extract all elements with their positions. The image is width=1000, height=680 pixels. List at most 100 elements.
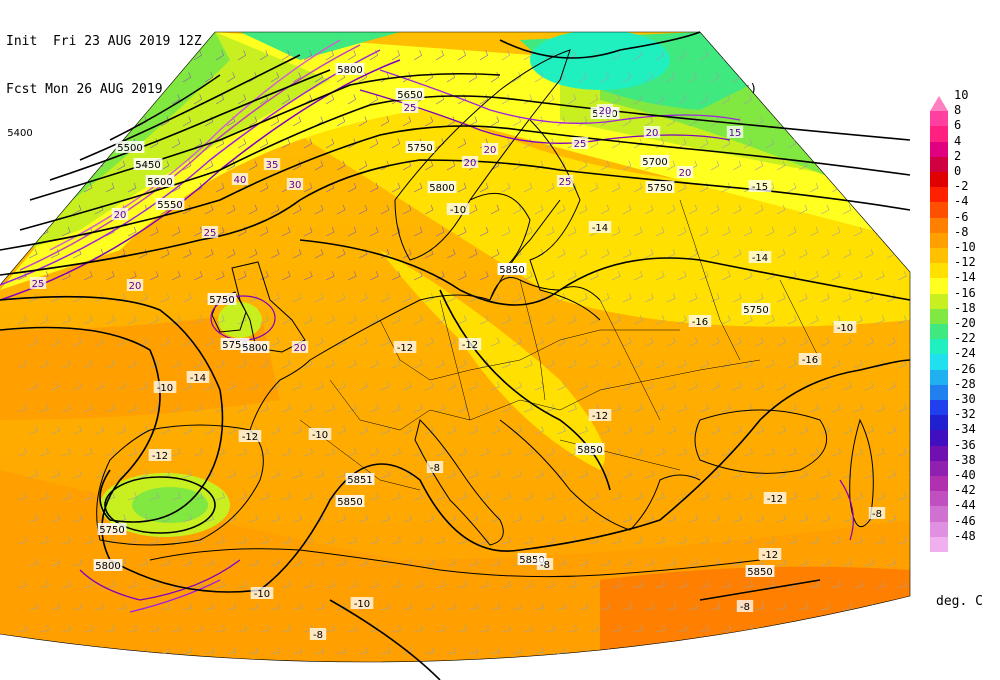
- wind-barb: [391, 580, 402, 589]
- wind-barb: [193, 492, 203, 501]
- contour-label-temp: -12: [242, 432, 258, 443]
- wind-barb: [853, 403, 863, 413]
- wind-barb: [864, 293, 874, 303]
- wind-barb: [534, 72, 544, 83]
- wind-barb: [831, 138, 841, 149]
- wind-barb: [644, 470, 654, 479]
- wind-barb: [292, 204, 302, 215]
- wind-barb: [248, 248, 258, 259]
- contour-label-wind: 25: [404, 103, 417, 114]
- wind-barb: [182, 248, 192, 259]
- contour-label-temp: -15: [752, 182, 768, 193]
- wind-barb: [754, 204, 764, 215]
- wind-barb: [28, 602, 39, 611]
- wind-barb: [732, 514, 743, 523]
- wind-barb: [72, 72, 82, 83]
- wind-barb: [237, 315, 247, 325]
- wind-barb: [809, 536, 820, 545]
- wind-barb: [424, 425, 434, 435]
- wind-barb: [479, 580, 490, 589]
- wind-barb: [523, 138, 533, 149]
- wind-barb: [908, 558, 910, 567]
- wind-barb: [710, 470, 720, 479]
- contour-label-bg: [405, 141, 435, 153]
- wind-barb: [72, 558, 83, 567]
- wind-barb: [787, 403, 797, 413]
- wind-barb: [303, 580, 314, 589]
- wind-barb: [83, 580, 94, 589]
- wind-barb: [512, 602, 523, 611]
- wind-barb: [237, 536, 248, 545]
- wind-barb: [754, 72, 764, 83]
- wind-barb: [699, 536, 710, 545]
- wind-barb: [281, 580, 292, 589]
- wind-barb: [347, 580, 358, 589]
- wind-barb: [160, 72, 170, 83]
- wind-barb: [336, 160, 346, 171]
- contour-label-bg: [446, 203, 470, 215]
- legend-label: -24: [954, 346, 976, 361]
- wind-barb: [149, 226, 159, 237]
- wind-barb: [446, 337, 456, 347]
- wind-barb: [127, 403, 137, 413]
- wind-barb: [193, 447, 203, 457]
- wind-barb: [413, 403, 423, 413]
- wind-barb: [336, 293, 346, 303]
- wind-barb: [512, 293, 522, 303]
- wind-barb: [292, 514, 303, 523]
- wind-barb: [820, 204, 830, 215]
- wind-barb: [787, 580, 798, 589]
- wind-barb: [831, 492, 841, 501]
- wind-barb: [721, 359, 731, 369]
- wind-barb: [248, 204, 258, 215]
- wind-barb: [721, 403, 731, 413]
- wind-barb: [105, 624, 116, 633]
- legend-label: -14: [954, 270, 976, 285]
- wind-barb: [776, 381, 786, 391]
- wind-barb: [259, 359, 269, 369]
- contour-label-height: 5850: [747, 567, 772, 578]
- wind-barb: [809, 50, 818, 61]
- wind-barb: [875, 492, 885, 501]
- wind-barb: [171, 271, 181, 281]
- wind-barb: [17, 580, 28, 589]
- wind-barb: [721, 94, 731, 105]
- wind-barb: [545, 359, 555, 369]
- wind-barb: [160, 248, 170, 259]
- wind-barb: [226, 646, 237, 655]
- wind-barb: [270, 425, 280, 435]
- wind-barb: [17, 359, 27, 369]
- wind-barb: [875, 182, 885, 193]
- wind-barb: [215, 492, 225, 501]
- wind-barb: [600, 293, 610, 303]
- wind-barb: [886, 72, 896, 83]
- wind-barb: [798, 116, 808, 127]
- wind-barb: [776, 160, 786, 171]
- wind-barb: [83, 182, 93, 193]
- contour-label-wind: 20: [599, 106, 612, 117]
- contour-label-bg: [758, 548, 782, 560]
- wind-barb: [226, 381, 236, 391]
- wind-barb: [226, 72, 236, 83]
- wind-barb: [600, 558, 611, 567]
- wind-barb: [314, 293, 324, 303]
- wind-barb: [831, 226, 841, 237]
- wind-barb: [512, 337, 522, 347]
- wind-barb: [677, 182, 687, 193]
- wind-barb: [369, 138, 379, 149]
- legend-label: -22: [954, 331, 976, 346]
- wind-barb: [622, 337, 632, 347]
- wind-barb: [369, 271, 379, 281]
- wind-barb: [743, 226, 753, 237]
- wind-barb: [292, 646, 303, 655]
- wind-barb: [501, 624, 512, 633]
- wind-barb: [105, 580, 116, 589]
- wind-barb: [193, 359, 203, 369]
- contour-label-temp: -12: [767, 494, 783, 505]
- wind-barb: [314, 160, 324, 171]
- wind-barb: [182, 470, 192, 479]
- wind-barb: [567, 94, 577, 105]
- wind-barb: [314, 558, 325, 567]
- wind-barb: [908, 160, 910, 171]
- wind-barb: [39, 359, 49, 369]
